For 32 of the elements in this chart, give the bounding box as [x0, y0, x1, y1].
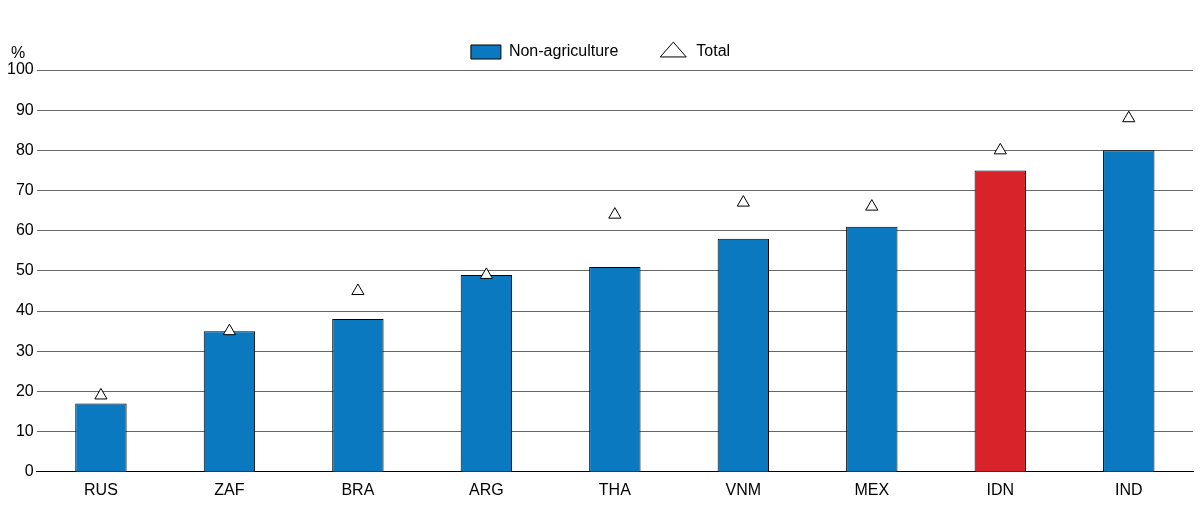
x-tick-label: IDN	[986, 480, 1015, 498]
y-tick-label: 10	[15, 422, 34, 440]
point	[94, 387, 108, 400]
x-tick-label: ZAF	[214, 480, 245, 498]
y-tick-label: 0	[24, 462, 34, 480]
x-tick-label: MEX	[854, 480, 890, 498]
point	[1122, 110, 1136, 123]
point	[993, 142, 1007, 155]
point	[736, 195, 750, 207]
y-tick-label: 90	[15, 100, 34, 118]
y-tick-label: 20	[15, 381, 34, 399]
point	[479, 267, 493, 279]
x-tick-label: BRA	[341, 480, 375, 498]
y-axis-title: %	[10, 44, 26, 62]
y-tick-label: 50	[15, 261, 34, 279]
legend-label: Total	[696, 42, 731, 60]
y-tick-label: 40	[15, 301, 34, 319]
point	[608, 207, 622, 219]
x-tick-label: ARG	[469, 480, 504, 498]
point	[351, 283, 365, 295]
y-tick-label: 30	[15, 341, 34, 359]
x-tick-label: IND	[1114, 480, 1143, 498]
x-tick-label: THA	[598, 480, 632, 498]
point	[222, 323, 236, 336]
legend-label: Non-agriculture	[508, 42, 619, 60]
x-tick-label: VNM	[725, 480, 762, 498]
y-tick-label: 100	[6, 60, 34, 78]
y-tick-label: 80	[15, 140, 34, 158]
point	[865, 199, 879, 211]
x-tick-label: RUS	[84, 480, 118, 498]
y-tick-label: 70	[15, 180, 34, 198]
y-tick-label: 60	[15, 221, 34, 239]
